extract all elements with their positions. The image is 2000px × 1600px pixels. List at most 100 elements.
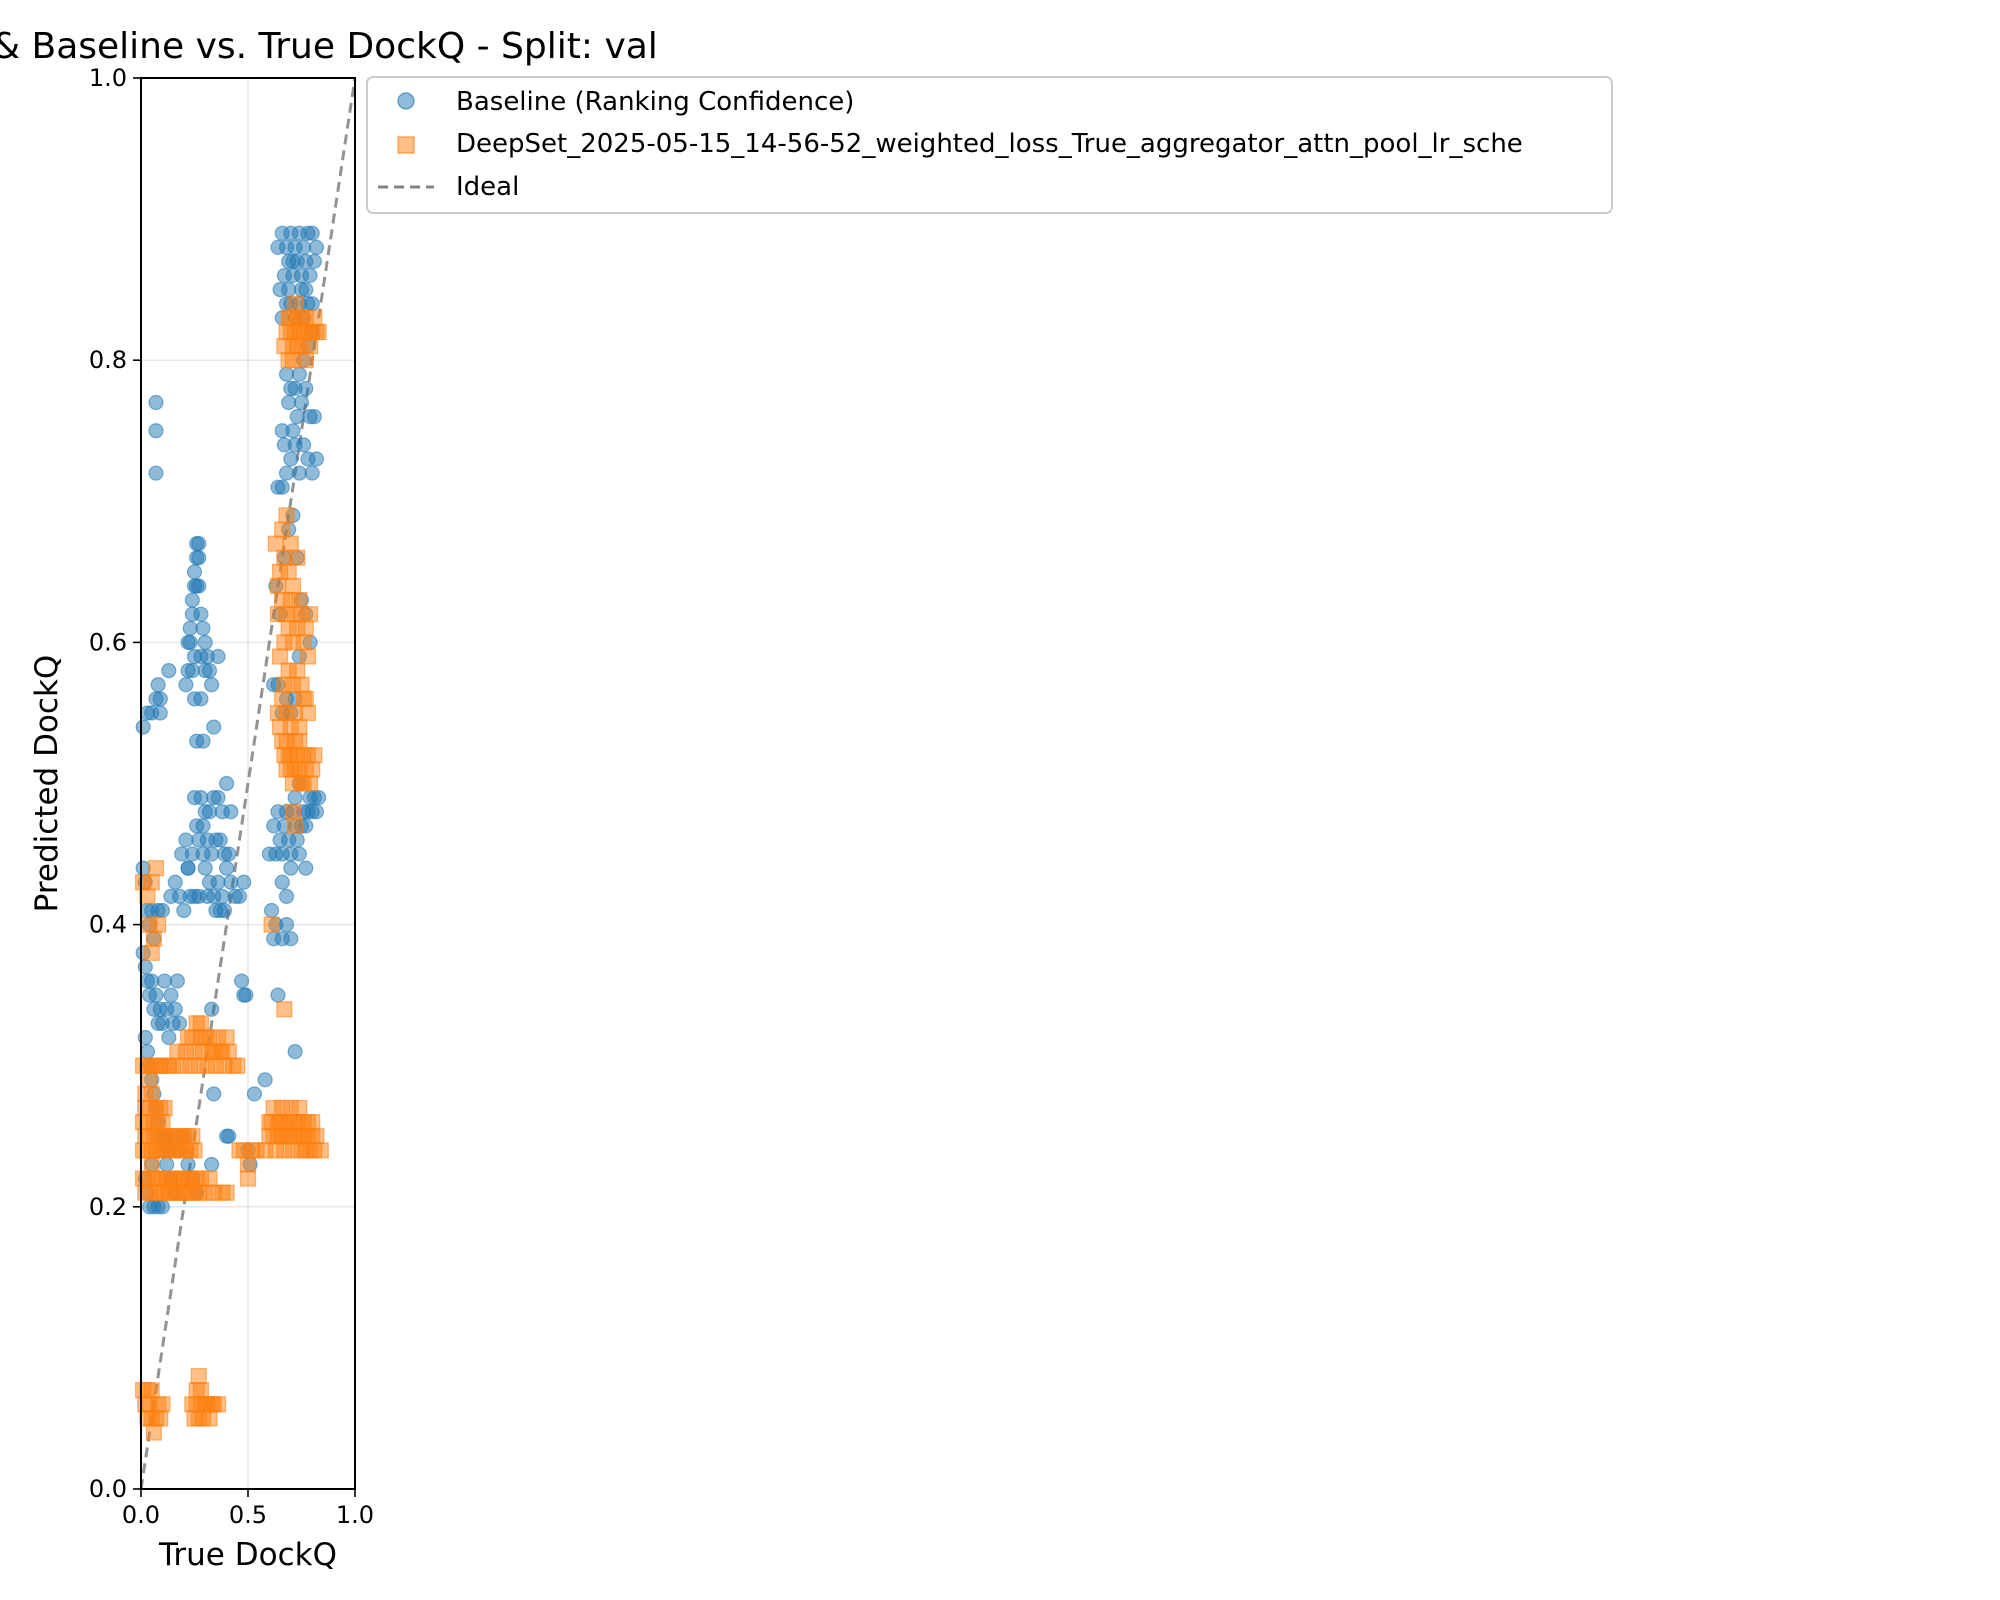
- deepset-point: [299, 648, 317, 665]
- deepset-point: [282, 747, 299, 764]
- x-tick-label: 0.5: [229, 1501, 267, 1529]
- deepset-point: [154, 1396, 171, 1413]
- baseline-point: [182, 634, 198, 651]
- baseline-point: [156, 973, 173, 989]
- legend-box: [366, 76, 1613, 214]
- deepset-point: [295, 634, 312, 651]
- deepset-point: [289, 549, 306, 566]
- baseline-point: [283, 451, 299, 467]
- baseline-point: [221, 1128, 237, 1144]
- baseline-point: [276, 437, 292, 453]
- baseline-point: [148, 423, 164, 439]
- x-axis-title: True DockQ: [158, 1537, 337, 1573]
- baseline-point: [246, 1086, 263, 1102]
- baseline-point: [263, 902, 280, 919]
- deepset-point: [297, 352, 314, 369]
- baseline-point: [148, 987, 164, 1003]
- baseline-point: [289, 409, 305, 425]
- baseline-point: [278, 888, 295, 904]
- deepset-point: [201, 1170, 218, 1187]
- baseline-point: [171, 1015, 188, 1031]
- baseline-point: [154, 902, 170, 919]
- deepset-point: [218, 1029, 235, 1046]
- baseline-point: [167, 874, 183, 890]
- deepset-point: [310, 323, 327, 341]
- baseline-point: [152, 691, 168, 707]
- deepset-point: [239, 1156, 257, 1173]
- baseline-point: [169, 973, 185, 989]
- baseline-point: [281, 282, 297, 298]
- baseline-point: [274, 479, 290, 495]
- deepset-point: [286, 817, 304, 834]
- legend-baseline-label: Baseline (Ranking Confidence): [456, 87, 854, 117]
- baseline-point: [193, 691, 209, 707]
- deepset-point: [289, 337, 306, 355]
- legend-ideal-label: Ideal: [456, 172, 519, 202]
- deepset-point: [278, 507, 295, 524]
- baseline-point: [289, 832, 305, 848]
- baseline-point: [293, 394, 310, 411]
- deepset-point: [272, 648, 289, 665]
- baseline-point: [152, 705, 168, 721]
- baseline-point: [308, 239, 325, 255]
- baseline-point: [219, 775, 235, 792]
- deepset-point: [276, 1001, 293, 1018]
- y-axis-title: Predicted DockQ: [29, 655, 65, 913]
- baseline-point: [154, 1199, 170, 1215]
- deepset-point: [274, 521, 291, 538]
- deepset-point: [218, 1184, 235, 1201]
- baseline-point: [236, 874, 252, 890]
- baseline-point: [298, 282, 314, 298]
- baseline-point: [148, 394, 164, 411]
- baseline-point: [283, 860, 299, 876]
- baseline-point: [306, 409, 322, 425]
- deepset-point: [192, 1015, 210, 1032]
- baseline-point: [308, 804, 325, 820]
- baseline-point: [304, 225, 320, 241]
- baseline-point: [178, 677, 194, 693]
- baseline-point: [238, 987, 254, 1003]
- baseline-point: [176, 902, 192, 919]
- baseline-point: [210, 790, 226, 806]
- deepset-point: [156, 1099, 173, 1117]
- baseline-point: [180, 860, 196, 876]
- deepset-point: [299, 704, 317, 722]
- baseline-point: [291, 366, 307, 382]
- baseline-point: [291, 465, 307, 481]
- y-tick-label: 0.4: [89, 911, 127, 939]
- deepset-point: [214, 1043, 231, 1060]
- deepset-point: [289, 662, 306, 679]
- baseline-point: [214, 888, 230, 904]
- baseline-point: [281, 394, 297, 411]
- deepset-point: [291, 718, 308, 736]
- baseline-point: [219, 860, 235, 876]
- y-axis-ticks: 0.0 0.2 0.4 0.6 0.8 1.0: [89, 64, 141, 1503]
- deepset-point: [284, 803, 302, 820]
- deepset-point: [304, 1114, 321, 1131]
- baseline-point: [204, 677, 220, 693]
- deepset-point: [306, 747, 323, 764]
- deepset-point: [312, 1142, 329, 1159]
- deepset-point: [274, 690, 291, 707]
- deepset-point: [143, 1382, 160, 1399]
- baseline-point: [191, 536, 207, 552]
- deepset-point: [297, 690, 314, 707]
- baseline-point: [216, 902, 233, 919]
- baseline-point: [223, 874, 239, 890]
- baseline-point: [287, 790, 303, 806]
- baseline-point: [144, 973, 160, 989]
- deepset-point: [145, 1424, 162, 1441]
- baseline-point: [182, 888, 198, 904]
- deepset-point: [186, 1142, 203, 1159]
- x-axis-ticks: 0.0 0.5 1.0: [122, 1489, 374, 1529]
- baseline-point: [161, 663, 177, 679]
- deepset-point: [154, 1114, 171, 1131]
- baseline-point: [193, 606, 209, 622]
- baseline-point: [199, 888, 215, 904]
- baseline-point: [304, 465, 320, 481]
- deepset-point: [301, 606, 319, 623]
- baseline-point: [193, 790, 209, 806]
- baseline-point: [223, 804, 239, 820]
- deepset-point: [286, 295, 304, 312]
